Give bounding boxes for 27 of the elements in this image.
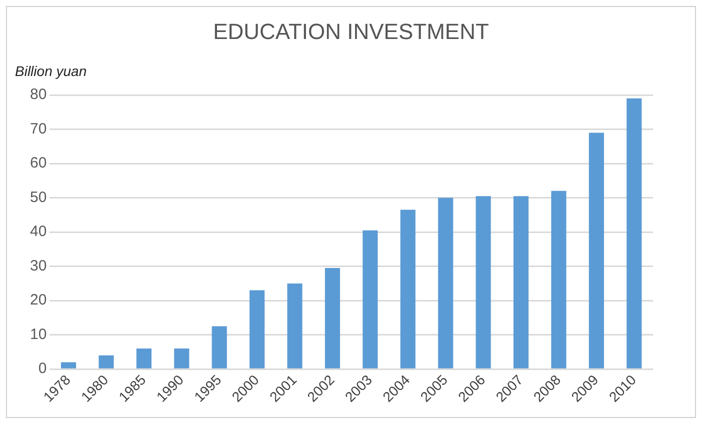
y-tick-label: 80 xyxy=(30,86,47,104)
bar xyxy=(513,196,529,368)
y-tick-label: 0 xyxy=(38,360,47,378)
bar xyxy=(174,348,190,368)
bar xyxy=(626,98,642,368)
bar xyxy=(136,348,152,368)
bar xyxy=(250,290,265,368)
y-tick-label: 50 xyxy=(30,188,47,206)
chart-title: EDUCATION INVESTMENT xyxy=(212,19,490,45)
y-tick-label: 20 xyxy=(30,292,47,309)
bar xyxy=(551,190,566,368)
bar xyxy=(362,230,378,368)
y-tick-label: 60 xyxy=(30,154,47,172)
bar xyxy=(438,198,454,368)
bar xyxy=(98,355,114,368)
y-tick-label: 30 xyxy=(30,257,47,274)
bar xyxy=(324,268,340,368)
y-tick-label: 10 xyxy=(30,326,47,343)
y-tick-label: 70 xyxy=(30,120,47,138)
bar xyxy=(212,326,227,368)
y-axis-title: Billion yuan xyxy=(15,63,87,79)
y-tick-label: 40 xyxy=(30,223,47,240)
bar xyxy=(60,362,76,368)
bar xyxy=(588,132,604,368)
bar xyxy=(400,210,416,368)
bar xyxy=(287,283,302,368)
bar xyxy=(476,196,491,368)
